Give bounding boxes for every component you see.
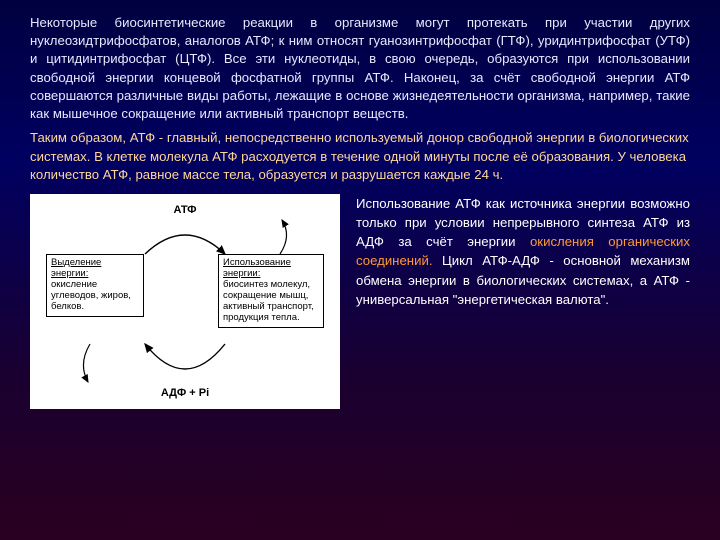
diagram-top-label: АТФ — [173, 204, 196, 216]
diagram-left-box: Выделение энергии: окисление углеводов, … — [46, 254, 144, 317]
left-box-body: окисление углеводов, жиров, белков. — [51, 279, 131, 312]
diagram-bottom-label: АДФ + Рi — [161, 387, 209, 399]
diagram-right-box: Использование энергии: биосинтез молекул… — [218, 254, 324, 328]
left-box-title: Выделение энергии: — [51, 258, 139, 280]
atp-cycle-diagram: АТФ АДФ + Рi Выделение энергии: окислени… — [30, 194, 340, 409]
right-box-body: биосинтез молекул, сокращение мышц, акти… — [223, 279, 314, 323]
lower-row: АТФ АДФ + Рi Выделение энергии: окислени… — [30, 194, 690, 409]
paragraph-2: Таким образом, АТФ - главный, непосредст… — [30, 129, 690, 184]
paragraph-3: Использование АТФ как источника энергии … — [356, 194, 690, 309]
paragraph-1: Некоторые биосинтетические реакции в орг… — [30, 14, 690, 123]
right-box-title: Использование энергии: — [223, 258, 319, 280]
